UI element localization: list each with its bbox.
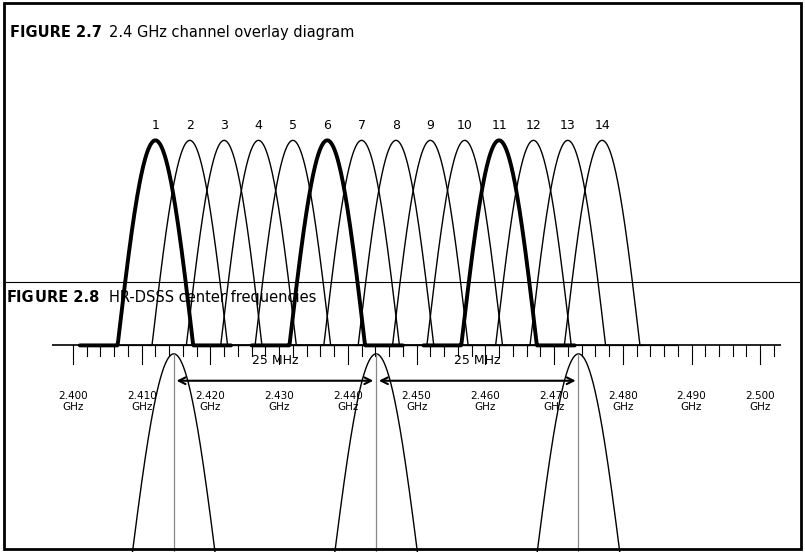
Text: 9: 9 [427, 119, 434, 132]
Text: 2: 2 [186, 119, 194, 132]
Text: 2.440
GHz: 2.440 GHz [333, 390, 363, 412]
Text: FIGURE 2.7: FIGURE 2.7 [10, 25, 101, 40]
Text: 2.420
GHz: 2.420 GHz [196, 390, 225, 412]
Text: 11: 11 [491, 119, 507, 132]
Text: 7: 7 [357, 119, 365, 132]
Text: 2.500
GHz: 2.500 GHz [745, 390, 775, 412]
Text: 2.480
GHz: 2.480 GHz [608, 390, 638, 412]
Text: 2.4 GHz channel overlay diagram: 2.4 GHz channel overlay diagram [109, 25, 354, 40]
Text: 4: 4 [254, 119, 262, 132]
Text: HR-DSSS center frequencies: HR-DSSS center frequencies [109, 290, 316, 305]
Text: 12: 12 [526, 119, 541, 132]
Text: 2.400
GHz: 2.400 GHz [58, 390, 88, 412]
Text: 13: 13 [560, 119, 576, 132]
Text: 8: 8 [392, 119, 400, 132]
Text: URE 2.8: URE 2.8 [35, 290, 100, 305]
Text: 10: 10 [456, 119, 473, 132]
Text: 2.430
GHz: 2.430 GHz [264, 390, 294, 412]
Text: 14: 14 [594, 119, 610, 132]
Text: 2.410
GHz: 2.410 GHz [127, 390, 156, 412]
Text: 2.470
GHz: 2.470 GHz [539, 390, 569, 412]
Text: 5: 5 [289, 119, 297, 132]
Text: 6: 6 [324, 119, 331, 132]
Text: 25 MHz: 25 MHz [454, 354, 501, 367]
Text: 3: 3 [221, 119, 228, 132]
Text: 2.450
GHz: 2.450 GHz [402, 390, 431, 412]
Text: 1: 1 [151, 119, 159, 132]
Text: 25 MHz: 25 MHz [252, 354, 298, 367]
Text: FIG: FIG [6, 290, 34, 305]
Text: 2.490
GHz: 2.490 GHz [677, 390, 706, 412]
Text: 2.460
GHz: 2.460 GHz [470, 390, 500, 412]
